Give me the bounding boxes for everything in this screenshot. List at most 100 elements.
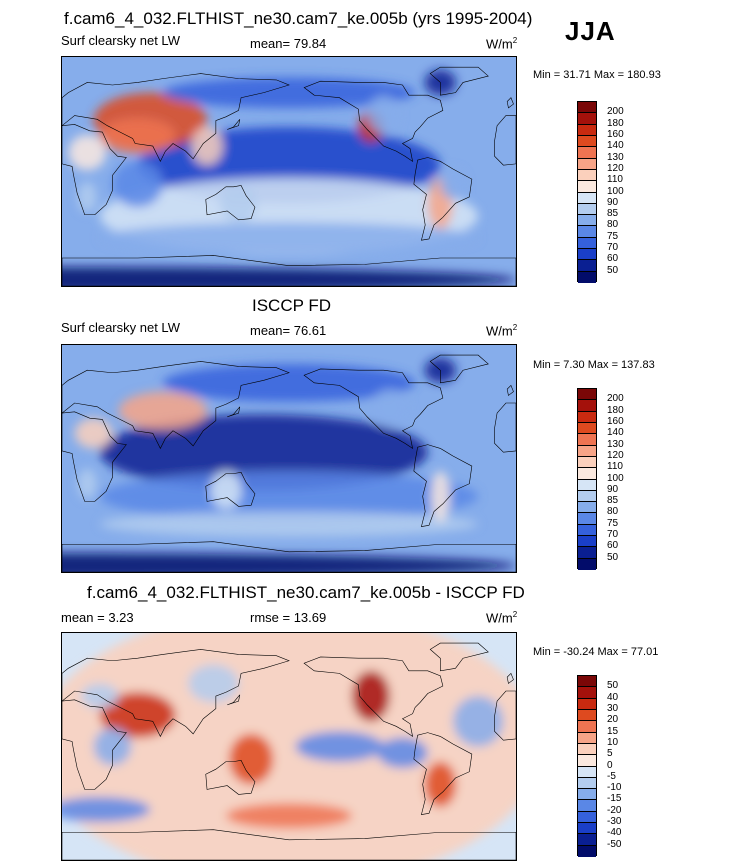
colorbar-cell [578, 135, 596, 148]
coastline [304, 657, 443, 736]
coastline [62, 124, 126, 214]
coastline [430, 67, 488, 95]
colorbar-cell [578, 709, 596, 722]
colorbar-tick-label: 10 [607, 736, 619, 748]
colorbar-tick-label: 160 [607, 415, 624, 427]
panel3-units: W/m2 [486, 610, 518, 626]
colorbar-tick-label: 75 [607, 517, 619, 529]
coastline [414, 445, 472, 527]
colorbar-cell [578, 721, 596, 733]
colorbar-tick-label: 75 [607, 230, 619, 242]
colorbar-cell [578, 536, 596, 548]
colorbar-cell [578, 389, 596, 401]
colorbar-tick-label: 20 [607, 714, 619, 726]
season-label: JJA [565, 16, 616, 46]
colorbar-cell [578, 468, 596, 480]
map-field [62, 345, 516, 572]
colorbar-cell [578, 113, 596, 125]
colorbar-tick-label: 200 [607, 393, 624, 405]
coastline [507, 98, 513, 108]
colorbar-cell [578, 834, 596, 846]
colorbar-cell [578, 237, 596, 250]
colorbar-cell [578, 192, 596, 204]
panel1-title: f.cam6_4_032.FLTHIST_ne30.cam7_ke.005b (… [64, 9, 533, 28]
panel3-colorbar [577, 675, 597, 857]
panel2-colorbar [577, 388, 597, 570]
panel2-units: W/m2 [486, 323, 518, 339]
colorbar-tick-label: 60 [607, 253, 619, 265]
colorbar-cell [578, 811, 596, 824]
coastline [495, 403, 516, 452]
colorbar-tick-label: 30 [607, 702, 619, 714]
colorbar-tick-label: 50 [607, 264, 619, 276]
colorbar-tick-label: 140 [607, 427, 624, 439]
colorbar-cell [578, 158, 596, 170]
coastline [62, 700, 126, 790]
panel2-minmax: Min = 7.30 Max = 137.83 [533, 359, 655, 371]
coastline [227, 119, 240, 129]
coastline [62, 74, 289, 162]
coastline [62, 361, 289, 448]
colorbar-cell [578, 676, 596, 688]
panel2-map [61, 344, 517, 573]
coastline [495, 691, 516, 740]
colorbar-cell [578, 490, 596, 503]
colorbar-tick-label: 100 [607, 185, 624, 197]
panel2-title: ISCCP FD [252, 296, 332, 315]
colorbar-tick-label: 50 [607, 680, 619, 692]
colorbar-cell [578, 169, 596, 182]
panel3-map [61, 632, 517, 861]
colorbar-cell [578, 422, 596, 435]
coastline [62, 412, 126, 502]
coastline [430, 643, 488, 671]
colorbar-cell [578, 124, 596, 136]
coastline [414, 733, 472, 815]
colorbar-tick-label: -30 [607, 816, 622, 828]
colorbar-tick-label: 5 [607, 748, 613, 760]
colorbar-cell [578, 203, 596, 216]
colorbar-cell [578, 789, 596, 801]
colorbar-tick-label: 80 [607, 506, 619, 518]
colorbar-cell [578, 445, 596, 457]
colorbar-cell [578, 215, 596, 227]
colorbar-tick-label: -40 [607, 827, 622, 839]
colorbar-tick-label: 200 [607, 106, 624, 118]
colorbar-cell [578, 479, 596, 491]
coastline [206, 760, 255, 794]
colorbar-cell [578, 687, 596, 699]
coastline [62, 255, 516, 286]
colorbar-cell [578, 558, 596, 570]
colorbar-tick-label: 160 [607, 128, 624, 140]
coastline [62, 649, 289, 736]
coastline [304, 369, 443, 448]
panel3-mean: mean = 3.23 [61, 610, 134, 625]
colorbar-tick-label: -20 [607, 804, 622, 816]
colorbar-tick-label: 120 [607, 449, 624, 461]
colorbar-cell [578, 845, 596, 857]
colorbar-cell [578, 456, 596, 469]
colorbar-tick-label: 40 [607, 691, 619, 703]
colorbar-tick-label: -10 [607, 782, 622, 794]
colorbar-cell [578, 260, 596, 272]
panel1-left-label: Surf clearsky net LW [61, 33, 180, 48]
colorbar-cell [578, 732, 596, 744]
colorbar-tick-label: -5 [607, 770, 616, 782]
colorbar-cell [578, 400, 596, 412]
coastline [62, 830, 516, 860]
panel2-left-label: Surf clearsky net LW [61, 320, 180, 335]
colorbar-tick-label: 180 [607, 117, 624, 129]
colorbar-cell [578, 249, 596, 261]
colorbar-cell [578, 502, 596, 514]
colorbar-tick-label: 85 [607, 208, 619, 220]
colorbar-cell [578, 411, 596, 423]
colorbar-tick-label: 110 [607, 174, 623, 186]
panel1-mean: mean= 79.84 [250, 36, 327, 51]
colorbar-tick-label: 85 [607, 495, 619, 507]
panel1-units: W/m2 [486, 36, 518, 52]
coastline [227, 407, 240, 417]
colorbar-tick-label: 80 [607, 219, 619, 231]
colorbar-cell [578, 777, 596, 790]
colorbar-cell [578, 800, 596, 812]
map-field [62, 57, 516, 286]
colorbar-tick-label: 100 [607, 472, 624, 484]
